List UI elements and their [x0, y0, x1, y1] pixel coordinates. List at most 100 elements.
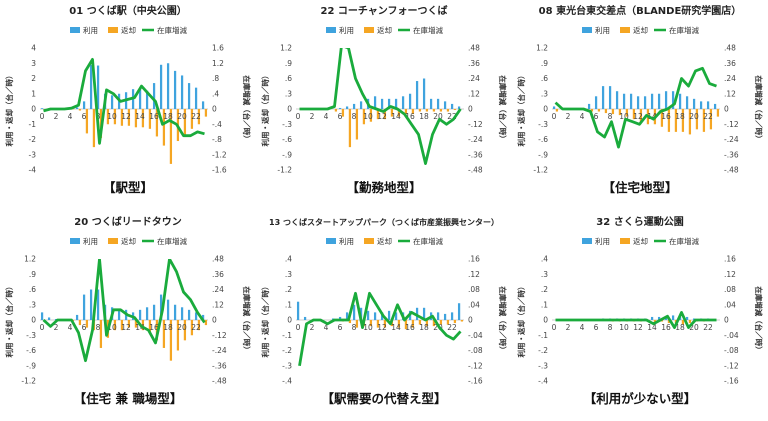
use-bar	[40, 312, 44, 320]
use-bar	[608, 86, 612, 109]
return-bar	[432, 109, 436, 112]
left-tick-label: 0	[287, 316, 292, 325]
right-tick-label: -.12	[468, 120, 483, 129]
left-tick-label: .9	[29, 270, 36, 279]
right-tick-label: .36	[212, 270, 224, 279]
x-tick-label: 16	[405, 323, 415, 332]
use-bar	[159, 294, 163, 320]
left-tick-label: -.2	[282, 346, 292, 355]
x-tick-label: 0	[296, 323, 301, 332]
use-bar	[401, 96, 405, 109]
x-tick-label: 6	[594, 323, 599, 332]
use-bar	[450, 312, 454, 320]
use-bar	[587, 103, 591, 109]
left-tick-label: 0	[287, 105, 292, 114]
return-bar	[85, 320, 89, 328]
use-bar	[594, 96, 598, 109]
left-tick-label: 1.2	[536, 44, 548, 53]
right-tick-label: 0	[724, 105, 729, 114]
right-axis-label: 在庫増減（台／時）	[498, 75, 508, 143]
use-bar	[380, 98, 384, 109]
x-tick-label: 2	[310, 323, 315, 332]
legend-use-label: 利用	[83, 25, 98, 35]
use-bar	[622, 93, 626, 109]
legend-return-label: 返却	[377, 25, 392, 35]
use-bar	[194, 87, 198, 109]
left-tick-label: 0	[31, 105, 36, 114]
left-tick-label: -.6	[282, 135, 292, 144]
use-bar	[552, 106, 556, 109]
right-tick-label: -.12	[212, 331, 227, 340]
return-bar	[78, 109, 82, 111]
return-bar	[162, 109, 166, 146]
return-bar	[555, 109, 559, 112]
right-tick-label: -.24	[212, 346, 227, 355]
use-bar	[338, 316, 342, 320]
return-bar	[453, 320, 457, 324]
x-tick-label: 14	[647, 323, 657, 332]
use-bar	[422, 307, 426, 320]
use-bar	[457, 106, 461, 109]
x-tick-label: 16	[661, 112, 671, 121]
use-bar	[96, 289, 100, 320]
return-bar	[688, 109, 692, 135]
left-tick-label: -1.2	[533, 166, 548, 175]
x-tick-label: 8	[96, 323, 101, 332]
use-bar	[678, 93, 682, 109]
legend-delta-label: 在庫増減	[669, 236, 699, 246]
left-tick-label: -2	[29, 135, 37, 144]
chart-panel-3: 08 東光台東交差点（BLANDE研究学園店） 利用 返却 在庫増減 -1.2 -.9 -.…	[512, 0, 768, 210]
return-bar	[604, 109, 608, 114]
station-type-label: 【利用が少ない型】	[584, 391, 697, 406]
delta-line	[42, 259, 206, 363]
right-tick-label: .08	[724, 285, 736, 294]
legend-delta-label: 在庫増減	[413, 25, 443, 35]
return-bar	[197, 320, 201, 331]
x-tick-label: 0	[40, 323, 45, 332]
return-bar	[618, 109, 622, 116]
left-tick-label: .2	[285, 285, 292, 294]
return-bar	[439, 320, 443, 325]
x-tick-label: 20	[433, 112, 443, 121]
x-tick-label: 10	[107, 112, 117, 121]
chart-panel-1: 01 つくば駅（中央公園） 利用 返却 在庫増減 -4 -3 -2 -1 0 1 2 3 4 -1.6 -1…	[0, 0, 256, 210]
legend-delta-label: 在庫増減	[157, 236, 187, 246]
right-tick-label: -.12	[724, 361, 739, 370]
right-tick-label: -.16	[468, 377, 483, 386]
return-bar	[334, 109, 338, 112]
return-bar	[425, 109, 429, 112]
x-tick-label: 16	[661, 323, 671, 332]
return-bar	[341, 109, 345, 117]
return-bar	[681, 320, 685, 325]
legend-delta-label: 在庫増減	[669, 25, 699, 35]
left-tick-label: .6	[285, 74, 292, 83]
right-tick-label: -.36	[724, 150, 739, 159]
left-tick-label: -.3	[538, 361, 548, 370]
x-tick-label: 12	[121, 112, 131, 121]
use-bar	[650, 316, 654, 320]
chart-title: 32 さくら運動公園	[596, 215, 683, 228]
use-bar	[166, 63, 170, 109]
x-tick-label: 2	[310, 112, 315, 121]
return-bar	[411, 109, 415, 115]
chart-title: 20 つくばリードタウン	[74, 215, 181, 228]
return-bar	[611, 109, 615, 115]
x-tick-label: 18	[419, 323, 429, 332]
return-bar	[190, 109, 194, 129]
chart-title: 01 つくば駅（中央公園）	[69, 4, 186, 17]
use-bar	[671, 315, 675, 320]
delta-line	[43, 58, 205, 145]
x-tick-label: 22	[703, 112, 713, 121]
station-type-label: 【駅型】	[103, 180, 153, 195]
left-tick-label: .9	[541, 59, 548, 68]
x-tick-label: 6	[338, 112, 343, 121]
use-bar	[359, 101, 363, 109]
use-bar	[443, 101, 447, 109]
station-type-label: 【駅需要の代替え型】	[321, 391, 446, 406]
use-bar	[40, 108, 44, 109]
left-tick-label: -4	[29, 166, 37, 175]
left-tick-label: .3	[541, 89, 548, 98]
return-bar	[204, 109, 208, 117]
return-bar	[432, 320, 436, 327]
legend-use-label: 利用	[83, 236, 98, 246]
